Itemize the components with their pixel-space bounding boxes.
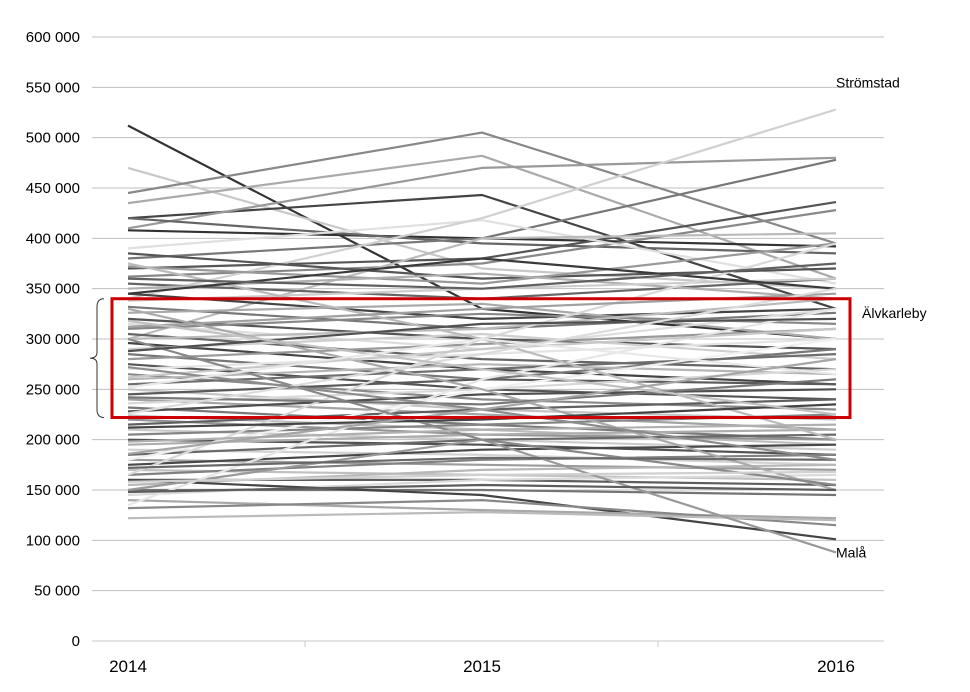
- y-tick-label: 600 000: [26, 29, 80, 46]
- y-tick-label: 400 000: [26, 230, 80, 247]
- y-tick-label: 150 000: [26, 482, 80, 499]
- x-tick-label: 2014: [109, 657, 147, 676]
- series-line: [127, 458, 837, 471]
- y-tick-label: 200 000: [26, 432, 80, 449]
- series-line: [127, 154, 837, 280]
- annotations: Strömstad Älvkarleby Malå: [836, 74, 927, 560]
- series-line: [127, 332, 837, 361]
- series-line: [127, 358, 837, 455]
- series-line: [127, 287, 837, 415]
- series-line: [127, 363, 837, 381]
- series-line: [127, 388, 837, 413]
- series-line: [127, 217, 837, 255]
- series-line: [127, 483, 837, 494]
- series-line: [127, 456, 837, 469]
- y-tick-label: 50 000: [34, 583, 80, 600]
- series-line: [127, 423, 837, 443]
- x-axis-ticks: 2014 2015 2016: [109, 641, 855, 676]
- series-line: [127, 327, 837, 379]
- series-line: [127, 292, 837, 320]
- series-line: [127, 307, 837, 507]
- series-line: [127, 327, 837, 361]
- y-tick-label: 100 000: [26, 532, 80, 549]
- y-tick-label: 450 000: [26, 180, 80, 197]
- y-axis-ticks: 0 50 000 100 000 150 000 200 000 250 000 300 0…: [26, 29, 80, 650]
- series-line: [127, 232, 837, 341]
- highlight-box: [110, 297, 852, 420]
- series-line: [127, 307, 837, 492]
- series-line: [127, 262, 837, 290]
- x-tick-label: 2016: [817, 657, 855, 676]
- series-line: [127, 448, 837, 466]
- series-line: [127, 317, 837, 353]
- series-line: [127, 403, 837, 429]
- series-line: [127, 478, 837, 541]
- series-line: [127, 337, 837, 487]
- series-line: [127, 131, 837, 245]
- series-line: [127, 242, 837, 285]
- series-line: [127, 428, 837, 446]
- y-tick-label: 300 000: [26, 331, 80, 348]
- y-tick-label: 250 000: [26, 381, 80, 398]
- y-tick-label: 500 000: [26, 130, 80, 147]
- series-line: [127, 398, 837, 431]
- y-tick-label: 350 000: [26, 281, 80, 298]
- series-line: [127, 219, 837, 285]
- x-tick-label: 2015: [463, 657, 501, 676]
- annotation-label: Malå: [836, 544, 867, 560]
- series-line: [127, 443, 837, 466]
- annotation-label: Strömstad: [836, 74, 900, 90]
- series-line: [127, 470, 837, 483]
- y-tick-label: 550 000: [26, 79, 80, 96]
- series-line: [127, 319, 837, 416]
- series-line: [127, 156, 837, 230]
- series-line: [127, 510, 837, 522]
- annotation-label: Älvkarleby: [862, 305, 927, 321]
- y-tick-label: 0: [72, 633, 80, 650]
- series-line: [127, 302, 837, 341]
- series-line: [127, 378, 837, 406]
- series-line: [127, 337, 837, 389]
- series-line: [127, 272, 837, 300]
- range-bracket: [89, 298, 105, 419]
- series-lines: [127, 108, 837, 554]
- bracket-path: [89, 298, 105, 419]
